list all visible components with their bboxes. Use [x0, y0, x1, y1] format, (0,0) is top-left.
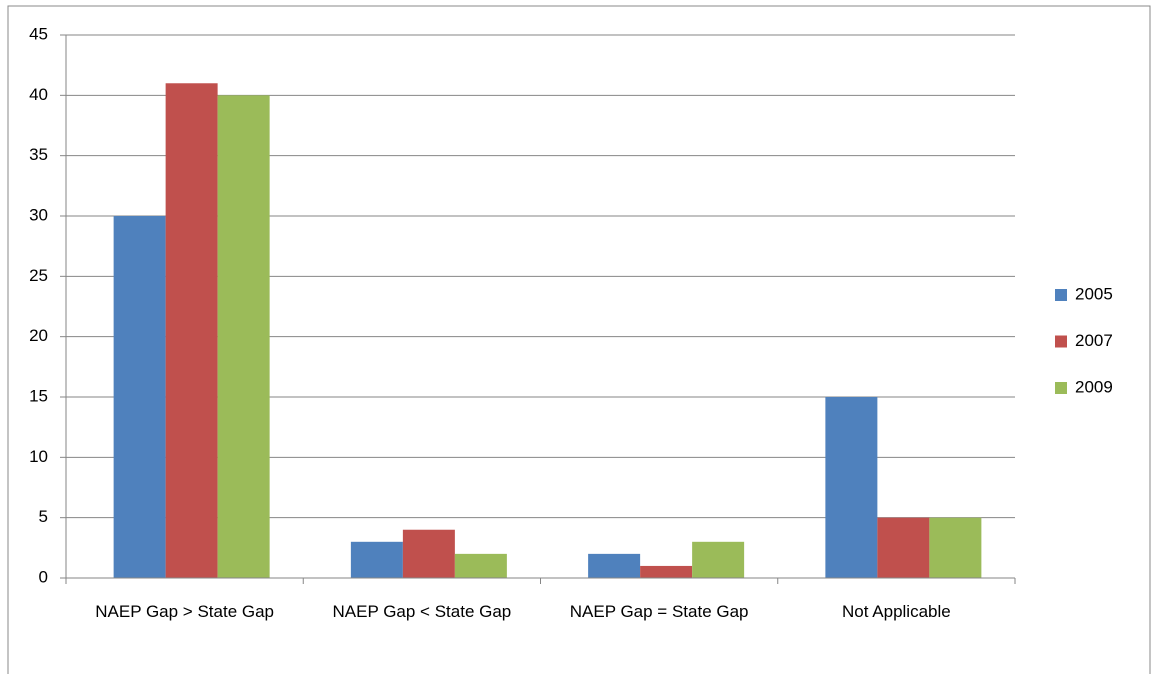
y-tick-label: 5 — [39, 507, 48, 526]
legend-label: 2009 — [1075, 377, 1113, 396]
y-tick-label: 25 — [29, 266, 48, 285]
legend-swatch — [1055, 289, 1067, 301]
bar — [454, 553, 507, 578]
x-tick-label: NAEP Gap = State Gap — [569, 602, 749, 621]
y-tick-label: 20 — [29, 326, 48, 345]
x-tick-label: NAEP Gap > State Gap — [95, 602, 274, 621]
y-tick-label: 40 — [29, 85, 48, 104]
y-tick-label: 10 — [29, 447, 48, 466]
bar — [877, 517, 930, 578]
bar — [692, 541, 745, 578]
bar — [640, 565, 693, 578]
y-tick-label: 45 — [29, 24, 48, 43]
legend-label: 2007 — [1075, 331, 1113, 350]
bar — [402, 529, 455, 578]
bar — [217, 95, 270, 578]
y-tick-label: 35 — [29, 145, 48, 164]
bar — [113, 216, 166, 578]
x-tick-label: Not Applicable — [842, 602, 951, 621]
chart-border — [7, 5, 1151, 674]
bar — [350, 541, 403, 578]
bar — [165, 83, 218, 579]
y-tick-label: 15 — [29, 386, 48, 405]
legend-label: 2005 — [1075, 284, 1113, 303]
bar — [929, 517, 982, 578]
bar — [825, 397, 878, 578]
y-tick-label: 30 — [29, 205, 48, 224]
bar — [588, 553, 641, 578]
x-tick-label: NAEP Gap < State Gap — [332, 602, 512, 621]
y-tick-label: 0 — [39, 567, 48, 586]
legend-swatch — [1055, 382, 1067, 394]
legend-swatch — [1055, 335, 1067, 348]
